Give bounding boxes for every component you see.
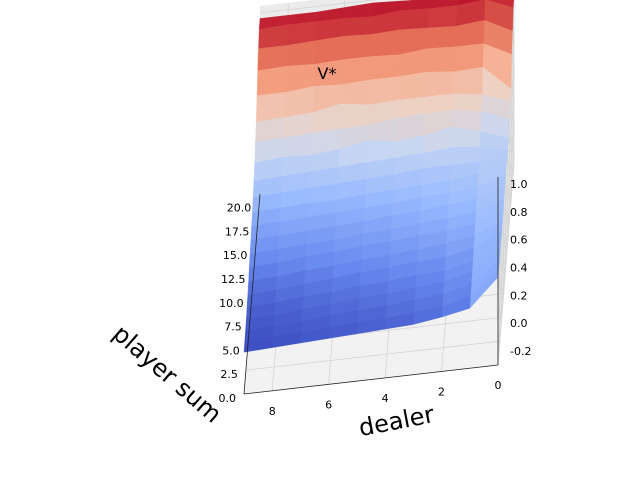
surface-cell (425, 71, 455, 98)
surface-cell (397, 71, 427, 101)
surface-cell (342, 16, 373, 37)
x-axis-label: dealer (356, 400, 436, 442)
z-tick-label: -0.2 (510, 345, 531, 358)
surface-cell (255, 92, 286, 123)
y-tick-label: 0.0 (219, 392, 237, 405)
z-tick-label: 0.8 (510, 206, 528, 219)
surface-cell (369, 54, 400, 81)
y-axis-label: player sum (107, 319, 227, 428)
x-tick-label: 4 (382, 392, 389, 405)
axis-lines (243, 177, 499, 395)
surface-cell (426, 25, 457, 49)
surface-cell (243, 336, 274, 353)
grid-line (497, 151, 515, 352)
z-tick-label: 1.0 (510, 178, 528, 191)
y-tick-label: 15.0 (223, 249, 248, 262)
y-tick-label: 20.0 (227, 202, 252, 215)
surface-cell (399, 8, 429, 31)
y-tick-label: 12.5 (221, 273, 246, 286)
surface-cell (339, 103, 370, 129)
z-tick-label: 0.0 (510, 317, 528, 330)
surface-cell (452, 93, 483, 112)
x-tick-label: 2 (438, 385, 445, 398)
surface-cell (256, 65, 287, 96)
z-tick-label: 0.2 (510, 289, 528, 302)
x-tick-label: 6 (325, 398, 332, 411)
z-tick-label: 0.6 (510, 234, 528, 247)
chart-title: V* (318, 64, 337, 83)
y-tick-label: 17.5 (225, 225, 250, 238)
surface-cell (342, 34, 372, 60)
surface-cell (370, 29, 400, 57)
y-tick-label: 7.5 (224, 321, 242, 334)
z-tick-label: 0.4 (510, 262, 528, 275)
surface-mesh (243, 0, 514, 353)
y-axis-line (243, 193, 261, 395)
y-tick-label: 2.5 (220, 368, 238, 381)
tick-labels: 0 2 4 6 8 0.0 2.5 5.0 7.5 10.0 12.5 15.0 17.5 20.0 -0.… (219, 178, 532, 418)
grid-line (245, 340, 500, 371)
x-axis-line (243, 364, 499, 395)
y-tick-label: 5.0 (222, 344, 240, 357)
grid-line (259, 0, 378, 14)
grid-line (497, 95, 515, 296)
surface-cell (427, 5, 458, 29)
surface-cell (426, 46, 456, 73)
y-tick-label: 10.0 (219, 297, 244, 310)
x-tick-label: 8 (269, 405, 276, 418)
surface-cell (453, 66, 483, 95)
grid-line (497, 123, 515, 324)
x-tick-label: 0 (495, 379, 502, 392)
